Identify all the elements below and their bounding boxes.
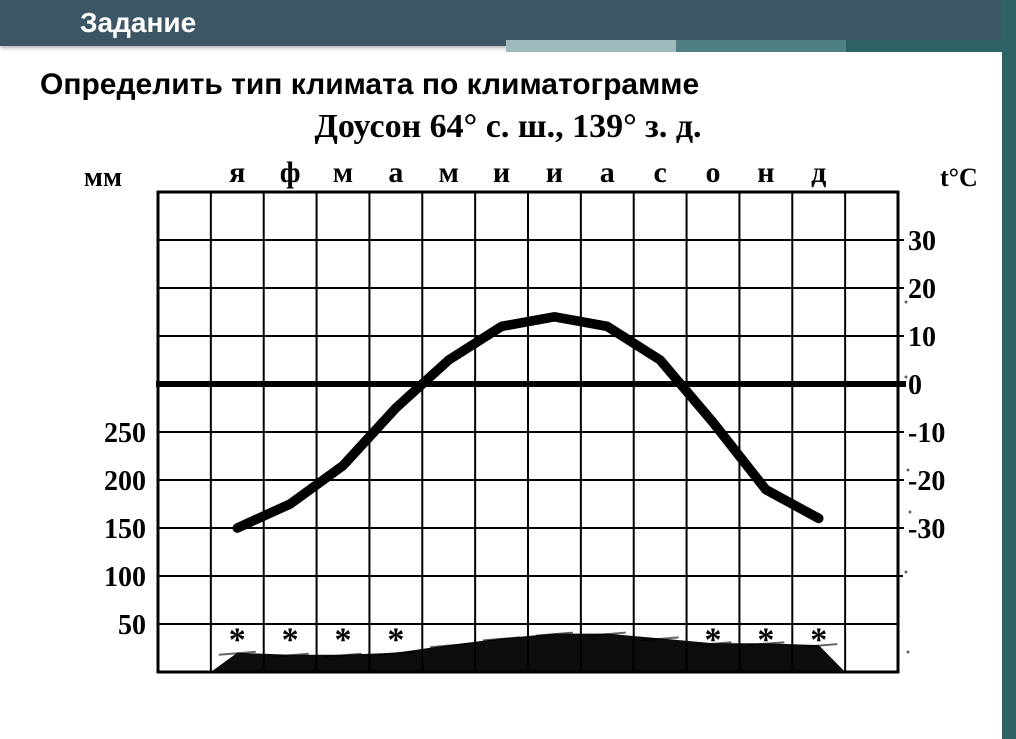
snow-icon: *	[387, 621, 404, 658]
snow-icon: *	[335, 621, 352, 658]
right-edge-decor	[1002, 0, 1016, 739]
snow-icon: *	[810, 621, 827, 658]
left-tick: 200	[104, 466, 146, 497]
month-label: ф	[280, 156, 301, 189]
month-label: и	[546, 156, 563, 189]
right-tick: -30	[908, 514, 945, 545]
month-label: и	[493, 156, 510, 189]
left-tick: 250	[104, 418, 146, 449]
snow-icon: *	[705, 621, 722, 658]
right-tick: 0	[908, 370, 922, 401]
slide-header: Задание	[0, 0, 1016, 46]
left-axis-unit: мм	[84, 162, 122, 193]
snow-icon: *	[229, 621, 246, 658]
month-label: н	[757, 156, 774, 189]
right-axis-unit: t°C	[940, 163, 978, 192]
snow-icon: *	[282, 621, 299, 658]
month-label: о	[706, 156, 721, 189]
left-tick: 150	[104, 514, 146, 545]
right-tick: -10	[908, 418, 945, 449]
month-label: м	[333, 156, 353, 189]
month-label: д	[811, 156, 826, 189]
right-tick: 30	[908, 226, 936, 257]
month-label: а	[388, 156, 403, 189]
accent-stripe	[506, 40, 1016, 52]
snow-icon: *	[757, 621, 774, 658]
month-label: с	[653, 156, 666, 189]
chart-svg: яфмамииасондммt°C-30-20-1001020305010015…	[38, 152, 978, 712]
month-label: м	[438, 156, 458, 189]
month-label: а	[600, 156, 615, 189]
left-tick: 50	[118, 610, 146, 641]
precipitation-area	[158, 634, 898, 672]
right-tick: 20	[908, 274, 936, 305]
right-tick: 10	[908, 322, 936, 353]
right-tick: -20	[908, 466, 945, 497]
month-label: я	[229, 156, 245, 189]
task-subtitle: Определить тип климата по климатограмме	[40, 68, 1016, 102]
chart-title: Доусон 64° с. ш., 139° з. д.	[0, 108, 1016, 146]
climatogram-chart: яфмамииасондммt°C-30-20-1001020305010015…	[38, 152, 978, 712]
left-tick: 100	[104, 562, 146, 593]
